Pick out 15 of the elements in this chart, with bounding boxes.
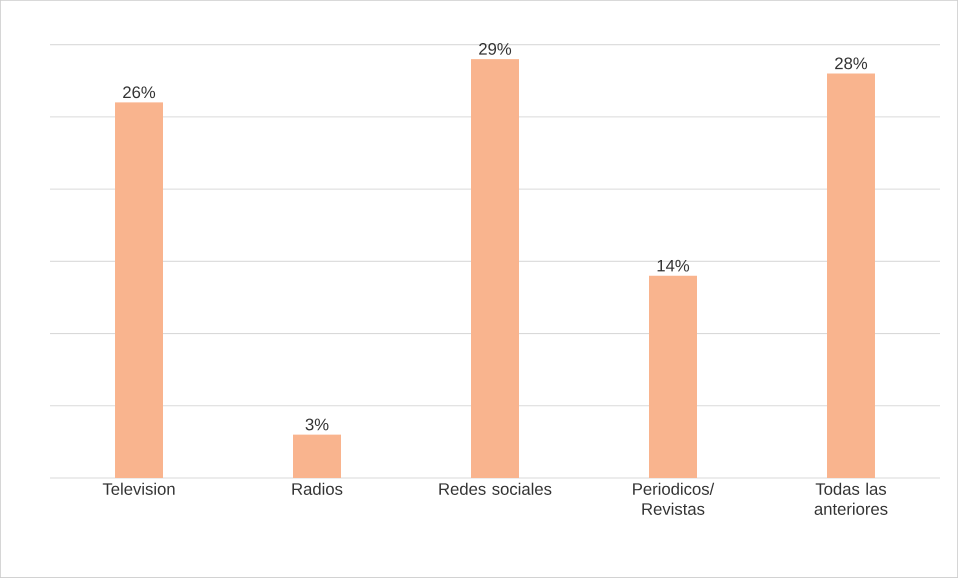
data-label: 3%: [306, 418, 328, 430]
bar: [471, 59, 519, 478]
x-tick-label: Radios: [292, 482, 342, 495]
x-tick-label: Television: [102, 482, 175, 495]
x-tick-label: Todas las anteriores: [814, 482, 888, 515]
bar: [826, 74, 875, 478]
x-tick-label: Periodicos/ Revistas: [633, 482, 714, 515]
data-label: 14%: [658, 260, 690, 272]
bar: [115, 102, 164, 478]
x-tick-label: Redes sociales: [439, 482, 552, 495]
data-label: 28%: [835, 57, 868, 70]
data-label: 29%: [479, 43, 512, 55]
data-label: 26%: [123, 86, 156, 98]
bar: [648, 276, 697, 478]
bar: [293, 434, 342, 478]
